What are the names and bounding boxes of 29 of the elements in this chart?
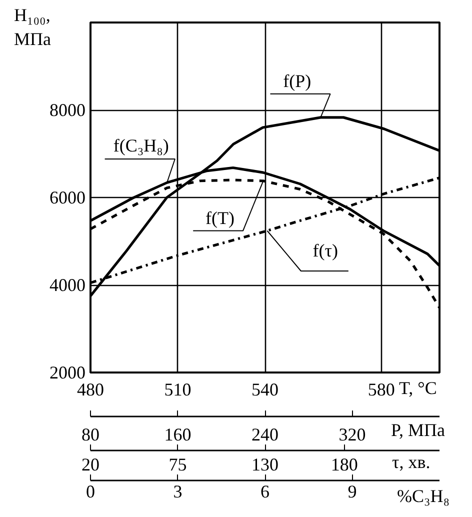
x-axis-title: τ, хв. [392, 451, 430, 473]
x-tick-label: 540 [252, 380, 278, 400]
x-tick-label: 480 [77, 380, 104, 400]
x2-axis-title: %C₃H₈ [397, 485, 450, 507]
x2-tick-label: 3 [173, 482, 182, 502]
y-tick-label: 8000 [50, 100, 86, 120]
x-axis-title: T, °C [399, 377, 437, 399]
x-tick-label: 580 [368, 380, 395, 400]
x2-tick-label: 160 [164, 424, 192, 444]
x2-tick-label: 80 [82, 424, 100, 444]
x2-tick-label: 320 [338, 424, 366, 444]
x2-tick-label: 6 [260, 482, 270, 502]
x2-tick-label: 240 [252, 424, 278, 444]
x-tick-label: 75 [168, 454, 187, 474]
series-label: f(P) [283, 70, 312, 91]
x2-axis-title: P, МПа [391, 419, 446, 441]
series-label: f(T) [205, 208, 234, 228]
series-label: f(C₃H₈) [113, 136, 169, 156]
x2-tick-label: 0 [86, 482, 95, 502]
x-tick-label: 510 [164, 380, 192, 400]
series-label: f(τ) [312, 240, 338, 261]
x-tick-label: 20 [82, 454, 100, 474]
x-tick-label: 180 [330, 454, 358, 474]
y-tick-label: 2000 [50, 362, 86, 382]
x-tick-label: 130 [252, 454, 278, 474]
y-axis-title: H₁₀₀, МПа [14, 4, 51, 50]
y-tick-label: 6000 [50, 188, 86, 208]
y-tick-label: 4000 [50, 275, 86, 295]
x2-tick-label: 9 [348, 482, 357, 502]
